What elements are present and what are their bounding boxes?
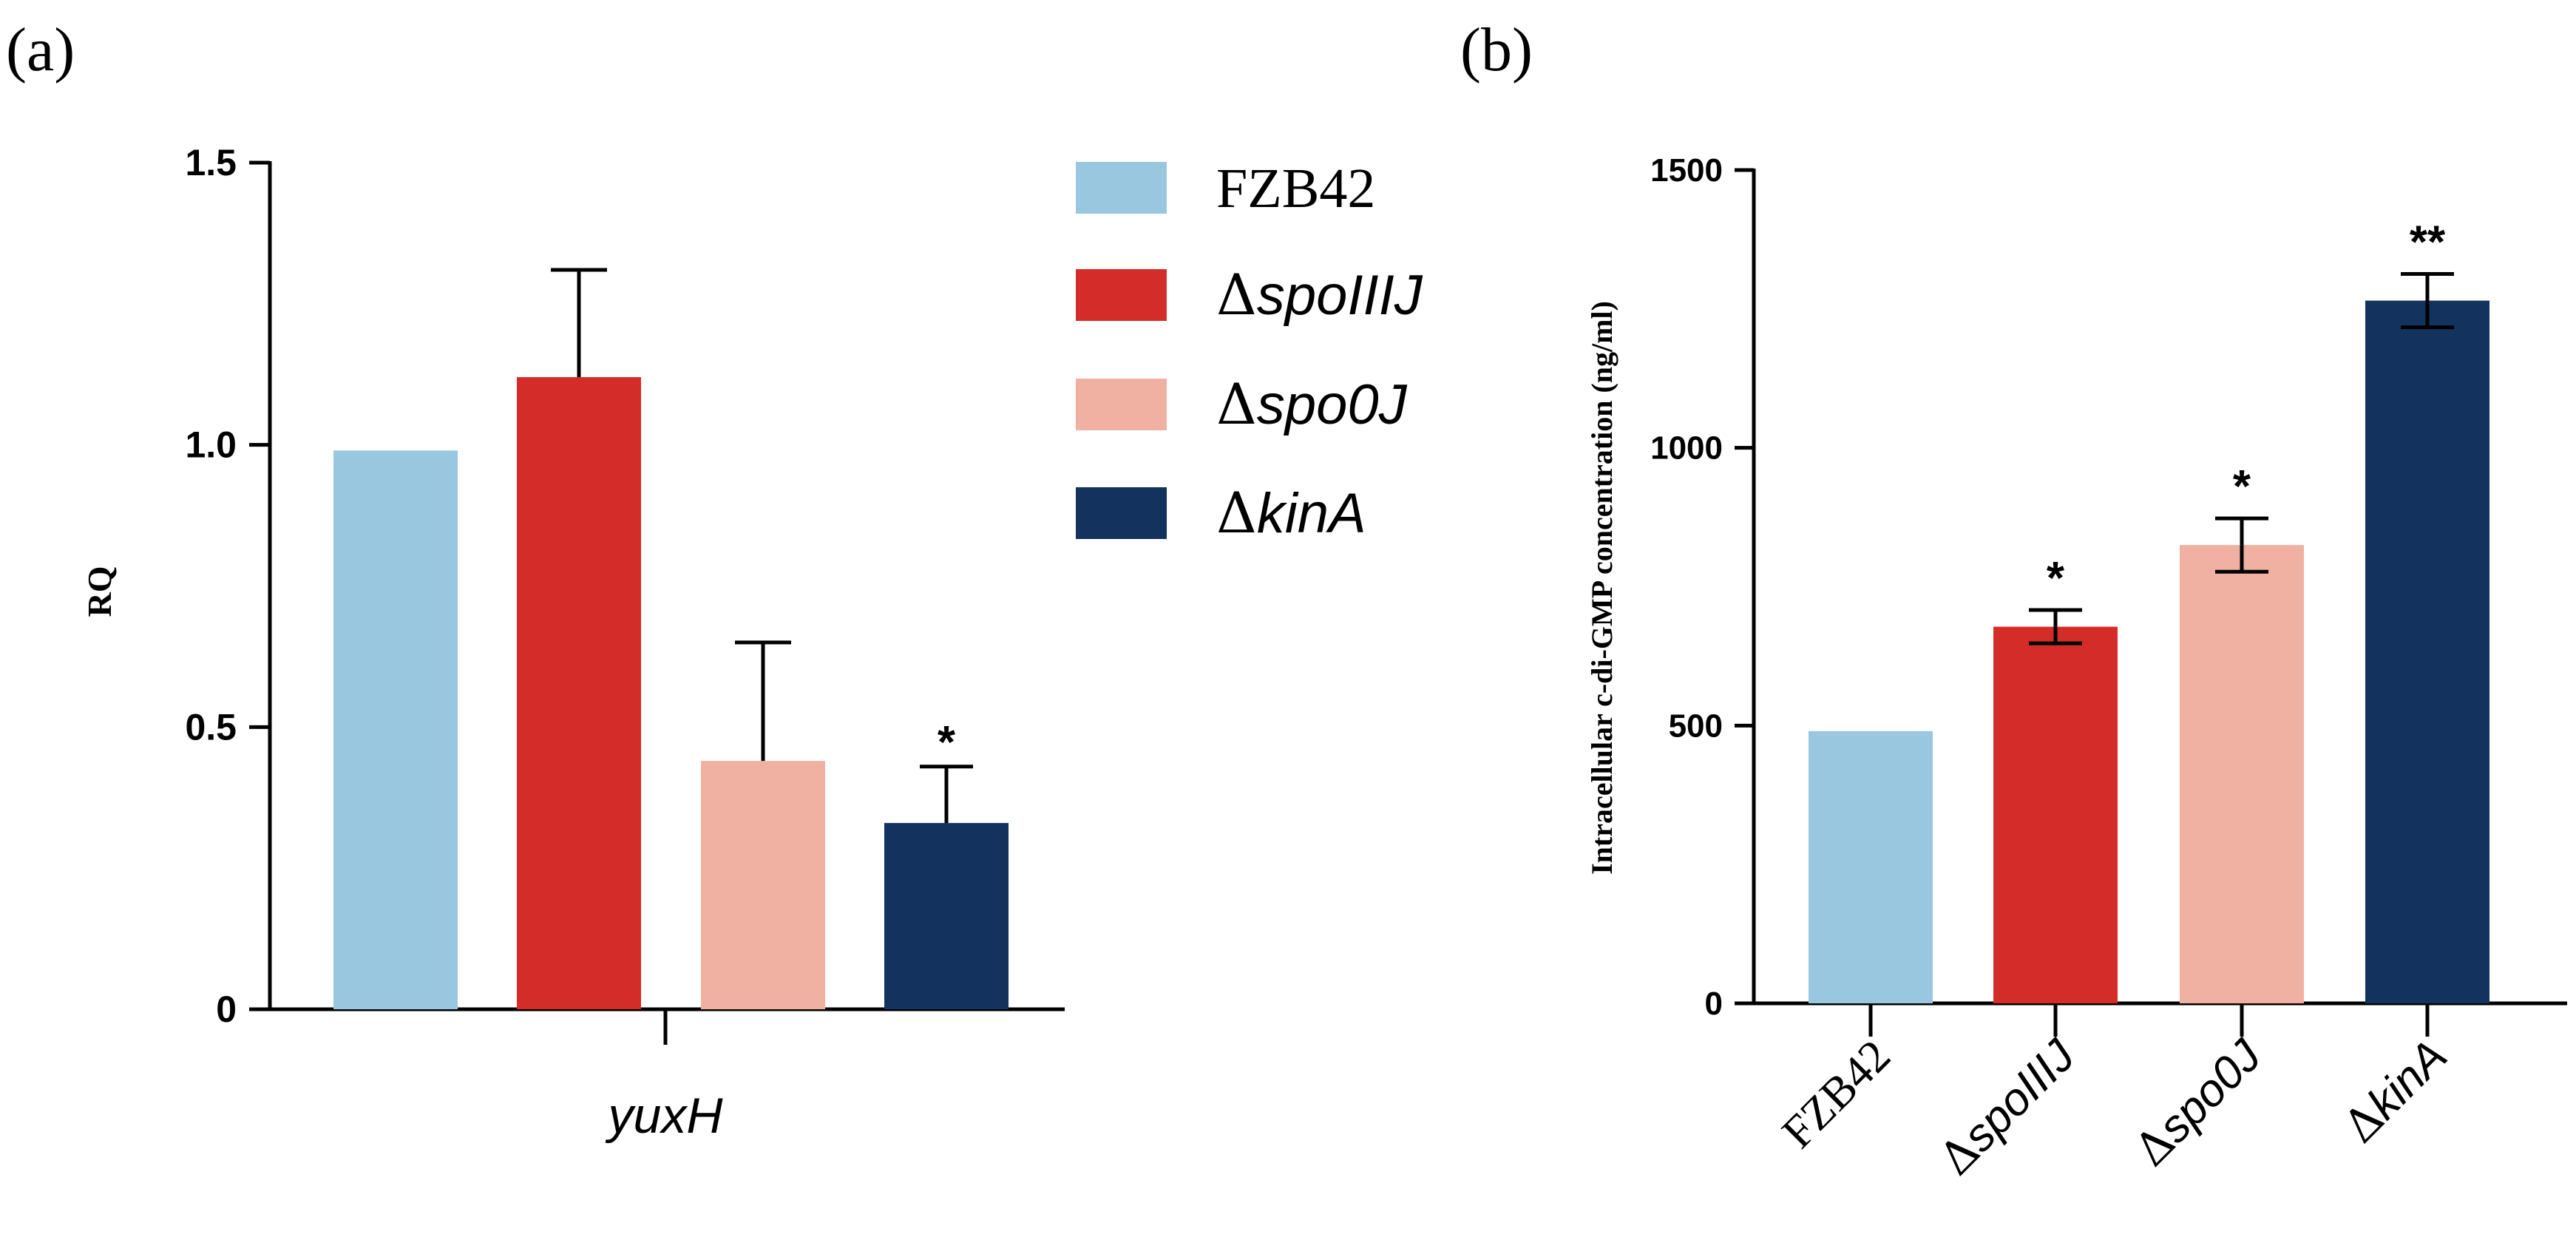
panel-a-y-tick-label: 0.5 — [185, 706, 237, 748]
panel-b-x-tick-label: ΔkinA — [2333, 1028, 2458, 1153]
panel-b-label: (b) — [1460, 16, 1533, 84]
panel-a-legend-label: ΔkinA — [1216, 480, 1366, 546]
panel-a: (a) 0 0.5 1.0 1.5 * RQ yuxH FZB42 ΔspoIIIJ Δs… — [6, 16, 1423, 1144]
panel-b-significance-label: * — [2233, 461, 2251, 512]
panel-a-x-axis-label: yuxH — [606, 1088, 724, 1144]
panel-b-y-tick-label: 500 — [1669, 708, 1723, 744]
panel-a-y-tick-label: 0 — [216, 989, 237, 1030]
panel-a-legend-swatch — [1076, 379, 1167, 430]
panel-b-y-tick-label: 0 — [1705, 986, 1723, 1022]
panel-a-legend-swatch — [1076, 487, 1167, 539]
panel-a-bar — [884, 823, 1009, 1009]
panel-b-y-tick-label: 1500 — [1650, 152, 1723, 189]
panel-b-x-tick-label: FZB42 — [1773, 1031, 1900, 1158]
panel-b-bar — [1993, 626, 2118, 1003]
panel-a-y-axis-label: RQ — [81, 566, 118, 617]
panel-b-y-tick-label: 1000 — [1650, 430, 1723, 467]
panel-b-x-tick-labels: FZB42 ΔspoIIIJ Δspo0J ΔkinA — [1773, 1028, 2458, 1185]
panel-a-label: (a) — [6, 16, 75, 84]
panel-a-bar — [701, 761, 825, 1009]
panel-a-legend-swatch — [1076, 269, 1167, 321]
panel-a-bar — [517, 377, 641, 1010]
panel-a-legend-label: ΔspoIIIJ — [1216, 262, 1423, 328]
panel-a-y-tick-label: 1.5 — [185, 142, 237, 183]
panel-b-bars: **** — [1809, 217, 2489, 1003]
panel-b-bar — [2180, 545, 2304, 1003]
panel-a-bar — [333, 450, 458, 1009]
panel-a-legend-label: FZB42 — [1216, 157, 1375, 220]
panel-b-significance-label: * — [2047, 553, 2065, 604]
panel-b-x-tick-label: ΔspoIIIJ — [1928, 1028, 2086, 1185]
panel-a-legend-swatch — [1076, 162, 1167, 214]
panel-b-bar — [1809, 731, 1933, 1003]
panel-b-y-axis-label: Intracellular c-di-GMP concentration (ng… — [1585, 301, 1619, 875]
panel-b-x-tick-label: Δspo0J — [2123, 1028, 2272, 1176]
panel-a-legend: FZB42 ΔspoIIIJ Δspo0J ΔkinA — [1076, 157, 1423, 546]
panel-a-bars: * — [333, 268, 1009, 1010]
panel-b-significance-label: ** — [2410, 217, 2446, 268]
panel-a-significance-label: * — [938, 717, 956, 768]
panel-b-bar — [2365, 300, 2489, 1003]
panel-a-y-tick-label: 1.0 — [185, 424, 237, 466]
panel-a-legend-label: Δspo0J — [1216, 371, 1408, 437]
